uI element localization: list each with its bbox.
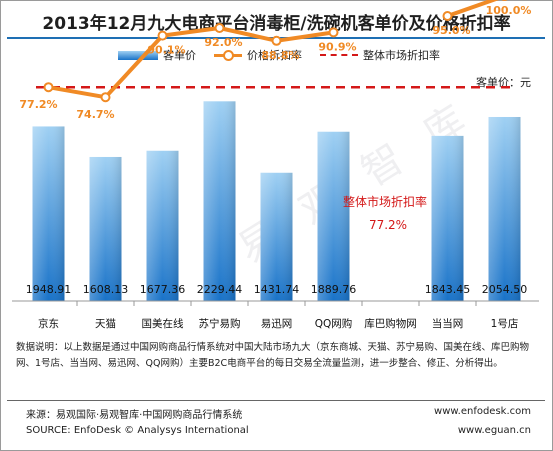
source-line-2: SOURCE: EnfoDesk © Analysys Internationa… [26,425,249,436]
discount-line [446,0,500,18]
legend-item-line: 价格折扣率 [214,47,302,63]
discount-label: 92.0% [204,36,242,49]
unit-label: 客单价：元 [476,76,531,89]
x-tick-label: 易迅网 [261,318,293,330]
bar-shade [488,116,521,302]
bar-shade [317,131,350,301]
data-note: 数据说明：以上数据是通过中国网购商品行情系统对中国大陆市场九大（京东商城、天猫、… [16,342,530,369]
x-tick-label: 1号店 [491,317,519,330]
legend-bar-label: 客单价 [163,49,196,62]
legend: 客单价 价格折扣率 整体市场折扣率 [0,44,553,64]
x-tick-label: 天猫 [95,317,116,330]
legend-bar-swatch [118,50,158,60]
chart-title: 2013年12月九大电商平台消毒柜/洗碗机客单价及价格折扣率 [42,14,511,34]
discount-line [48,26,334,100]
x-tick-label: 京东 [38,317,59,330]
source-line-1: 来源：易观国际·易观智库·中国网购商品行情系统 [26,410,243,421]
discount-point [442,11,453,21]
legend-line-swatch [214,49,242,61]
discount-point [100,92,111,103]
bar-value-label: 1843.45 [425,283,471,296]
bar-shade [203,101,236,301]
source-divider [7,400,545,401]
discount-label: 88.8% [261,49,299,62]
bar-value-label: 2054.50 [482,283,528,296]
x-tick-label: 当当网 [432,317,464,330]
discount-label: 74.7% [76,108,114,121]
bar-value-label: 1677.36 [140,283,186,296]
bar-shade [32,126,65,301]
reference-annotation-value: 77.2% [369,218,407,232]
legend-ref-swatch [320,49,358,61]
bar-shade [89,156,122,301]
x-tick-label: 库巴购物网 [364,317,417,330]
bar-value-label: 1431.74 [254,283,300,296]
discount-label: 90.9% [318,40,356,53]
legend-item-ref: 整体市场折扣率 [320,47,440,63]
discount-label: 77.2% [19,98,57,111]
bar-shade [146,150,179,301]
source-url-1: www.enfodesk.com [434,406,531,417]
bar-value-label: 2229.44 [197,283,243,296]
bar-shade [260,172,293,301]
discount-label: 100.0% [486,4,532,17]
discount-point [214,23,225,33]
discount-point [157,30,168,41]
discount-point [271,35,282,46]
source-url-2: www.eguan.cn [457,425,531,436]
bar-value-label: 1608.13 [83,283,129,296]
legend-item-bar: 客单价 [118,47,196,63]
discount-point [43,82,54,93]
discount-point [328,27,339,38]
legend-ref-label: 整体市场折扣率 [363,49,440,62]
discount-label: 90.1% [147,44,185,57]
bar-value-label: 1889.76 [311,283,357,296]
x-tick-label: 苏宁易购 [199,317,241,330]
x-tick-label: QQ网购 [315,317,353,330]
x-tick-label: 国美在线 [142,317,184,330]
bar-value-label: 1948.91 [26,283,72,296]
legend-line-label: 价格折扣率 [247,49,302,62]
reference-annotation-label: 整体市场折扣率 [343,194,427,209]
discount-label: 95.0% [432,24,470,37]
bar-shade [431,135,464,301]
